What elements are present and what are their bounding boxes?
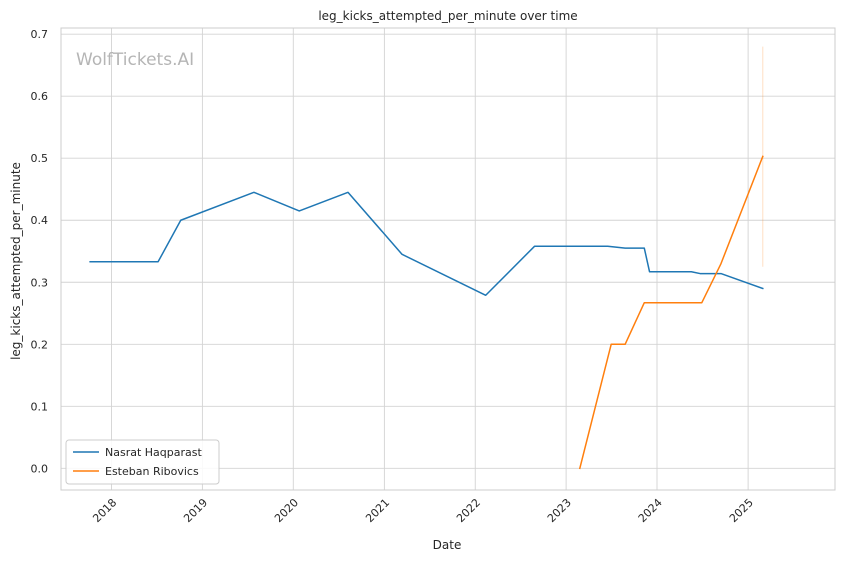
plot-frame <box>60 27 836 491</box>
chart-title: leg_kicks_attempted_per_minute over time <box>318 9 577 23</box>
y-tick-label: 0.3 <box>31 276 49 289</box>
x-gridlines <box>111 28 749 490</box>
y-tick-label: 0.4 <box>31 214 49 227</box>
y-tick-label: 0.2 <box>31 338 49 351</box>
legend-label: Nasrat Haqparast <box>105 446 202 459</box>
y-tick-label: 0.6 <box>31 90 49 103</box>
watermark-text: WolfTickets.AI <box>76 50 194 70</box>
series-line-1 <box>578 155 764 470</box>
y-tick-labels: 0.0 0.1 0.2 0.3 0.4 0.5 0.6 0.7 <box>31 28 49 475</box>
series-layer <box>89 46 764 470</box>
series-line-0 <box>89 191 764 297</box>
x-axis-title: Date <box>433 538 462 552</box>
y-tick-label: 0.5 <box>31 152 49 165</box>
plot-background <box>61 28 835 490</box>
legend: Nasrat Haqparast Esteban Ribovics <box>65 439 220 485</box>
y-tick-label: 0.7 <box>31 28 49 41</box>
y-tick-label: 0.1 <box>31 400 49 413</box>
legend-box <box>65 439 220 485</box>
plot-area <box>60 27 836 491</box>
y-tick-label: 0.0 <box>31 462 49 475</box>
y-axis-title: leg_kicks_attempted_per_minute <box>9 162 23 360</box>
legend-label: Esteban Ribovics <box>105 465 199 478</box>
